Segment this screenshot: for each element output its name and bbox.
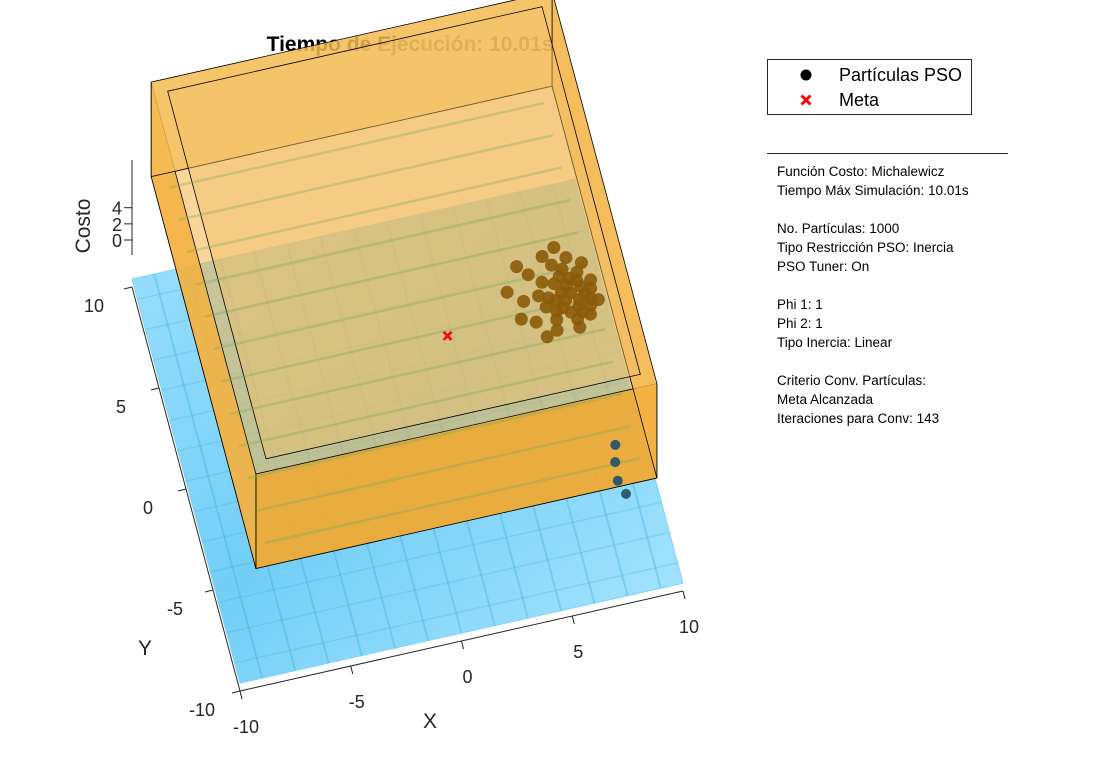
particle-point bbox=[559, 251, 573, 265]
particle-point bbox=[550, 313, 564, 327]
x-tick-label: 5 bbox=[573, 642, 583, 662]
particle-point bbox=[517, 294, 531, 308]
y-tick-labels: -10 -5 0 5 10 bbox=[84, 286, 241, 720]
goal-marker bbox=[442, 330, 453, 341]
goal-x-mark bbox=[442, 330, 453, 341]
z-axis-label: Costo bbox=[72, 199, 95, 254]
info-line: Función Costo: Michalewicz bbox=[777, 164, 945, 179]
legend-label-particles: Partículas PSO bbox=[839, 65, 963, 85]
particle-point bbox=[529, 315, 543, 329]
info-spacer bbox=[767, 276, 1008, 295]
particle-point bbox=[500, 285, 514, 299]
legend-item-goal: Meta bbox=[768, 88, 971, 114]
info-line: Tipo Inercia: Linear bbox=[777, 335, 893, 350]
particle-point bbox=[621, 488, 631, 499]
pso-particles bbox=[500, 241, 631, 499]
simulation-info-panel: Función Costo: Michalewicz Tiempo Máx Sim… bbox=[767, 153, 1008, 428]
x-tick-label: -10 bbox=[233, 717, 259, 737]
x-tick-labels: -10 -5 0 5 10 bbox=[233, 590, 699, 737]
particle-point bbox=[535, 250, 549, 263]
y-tick-label: 5 bbox=[116, 397, 126, 417]
x-tick-label: 0 bbox=[462, 667, 472, 687]
x-cross-icon bbox=[800, 94, 812, 106]
particle-point bbox=[514, 312, 528, 326]
info-line: Meta Alcanzada bbox=[777, 392, 874, 407]
z-tick-label: 2 bbox=[112, 215, 122, 235]
particle-point bbox=[610, 457, 621, 468]
particle-point bbox=[539, 300, 553, 314]
bounds-box bbox=[150, 0, 658, 570]
x-tick-label: -5 bbox=[349, 692, 365, 712]
z-tick-label: 4 bbox=[112, 199, 122, 219]
y-axis-label: Y bbox=[138, 637, 152, 660]
y-tick-label: 10 bbox=[84, 296, 104, 316]
particle-point bbox=[521, 268, 535, 282]
particle-point bbox=[545, 258, 558, 272]
particle-point bbox=[591, 293, 605, 307]
particle-point bbox=[510, 260, 524, 274]
legend-label-goal: Meta bbox=[839, 90, 880, 110]
surface-ridges bbox=[169, 101, 640, 545]
particle-point bbox=[550, 323, 564, 337]
info-line: Criterio Conv. Partículas: bbox=[777, 373, 927, 388]
y-tick-label: -10 bbox=[189, 700, 215, 720]
info-line: Phi 1: 1 bbox=[777, 297, 823, 312]
x-axis-label: X bbox=[423, 710, 437, 733]
particle-point bbox=[555, 262, 569, 276]
info-line: Tipo Restricción PSO: Inercia bbox=[777, 240, 954, 255]
info-spacer bbox=[767, 200, 1008, 219]
filled-circle-icon bbox=[800, 69, 812, 81]
info-line: Iteraciones para Conv: 143 bbox=[777, 411, 940, 426]
info-line: Phi 2: 1 bbox=[777, 316, 823, 331]
particle-point bbox=[540, 330, 554, 344]
particle-point bbox=[547, 277, 561, 291]
y-tick-label: 0 bbox=[143, 498, 153, 518]
legend-item-particles: Partículas PSO bbox=[768, 63, 971, 89]
particle-point bbox=[610, 439, 621, 450]
particle-point bbox=[583, 307, 597, 321]
particle-point bbox=[573, 320, 587, 334]
info-line: No. Partículas: 1000 bbox=[777, 221, 900, 236]
y-tick-label: -5 bbox=[167, 599, 183, 619]
info-line: PSO Tuner: On bbox=[777, 259, 870, 274]
legend: Partículas PSO Meta bbox=[767, 59, 972, 115]
particle-point bbox=[584, 273, 598, 287]
particle-point bbox=[535, 275, 549, 289]
z-tick-label: 0 bbox=[112, 231, 122, 251]
x-tick-label: 10 bbox=[679, 617, 699, 637]
info-spacer bbox=[767, 352, 1008, 371]
particle-point bbox=[532, 289, 546, 303]
info-line: Tiempo Máx Simulación: 10.01s bbox=[777, 183, 969, 198]
particle-point bbox=[612, 475, 623, 486]
particle-point bbox=[574, 256, 588, 270]
particle-point bbox=[547, 241, 561, 254]
z-tick-labels: 024 bbox=[112, 199, 132, 251]
